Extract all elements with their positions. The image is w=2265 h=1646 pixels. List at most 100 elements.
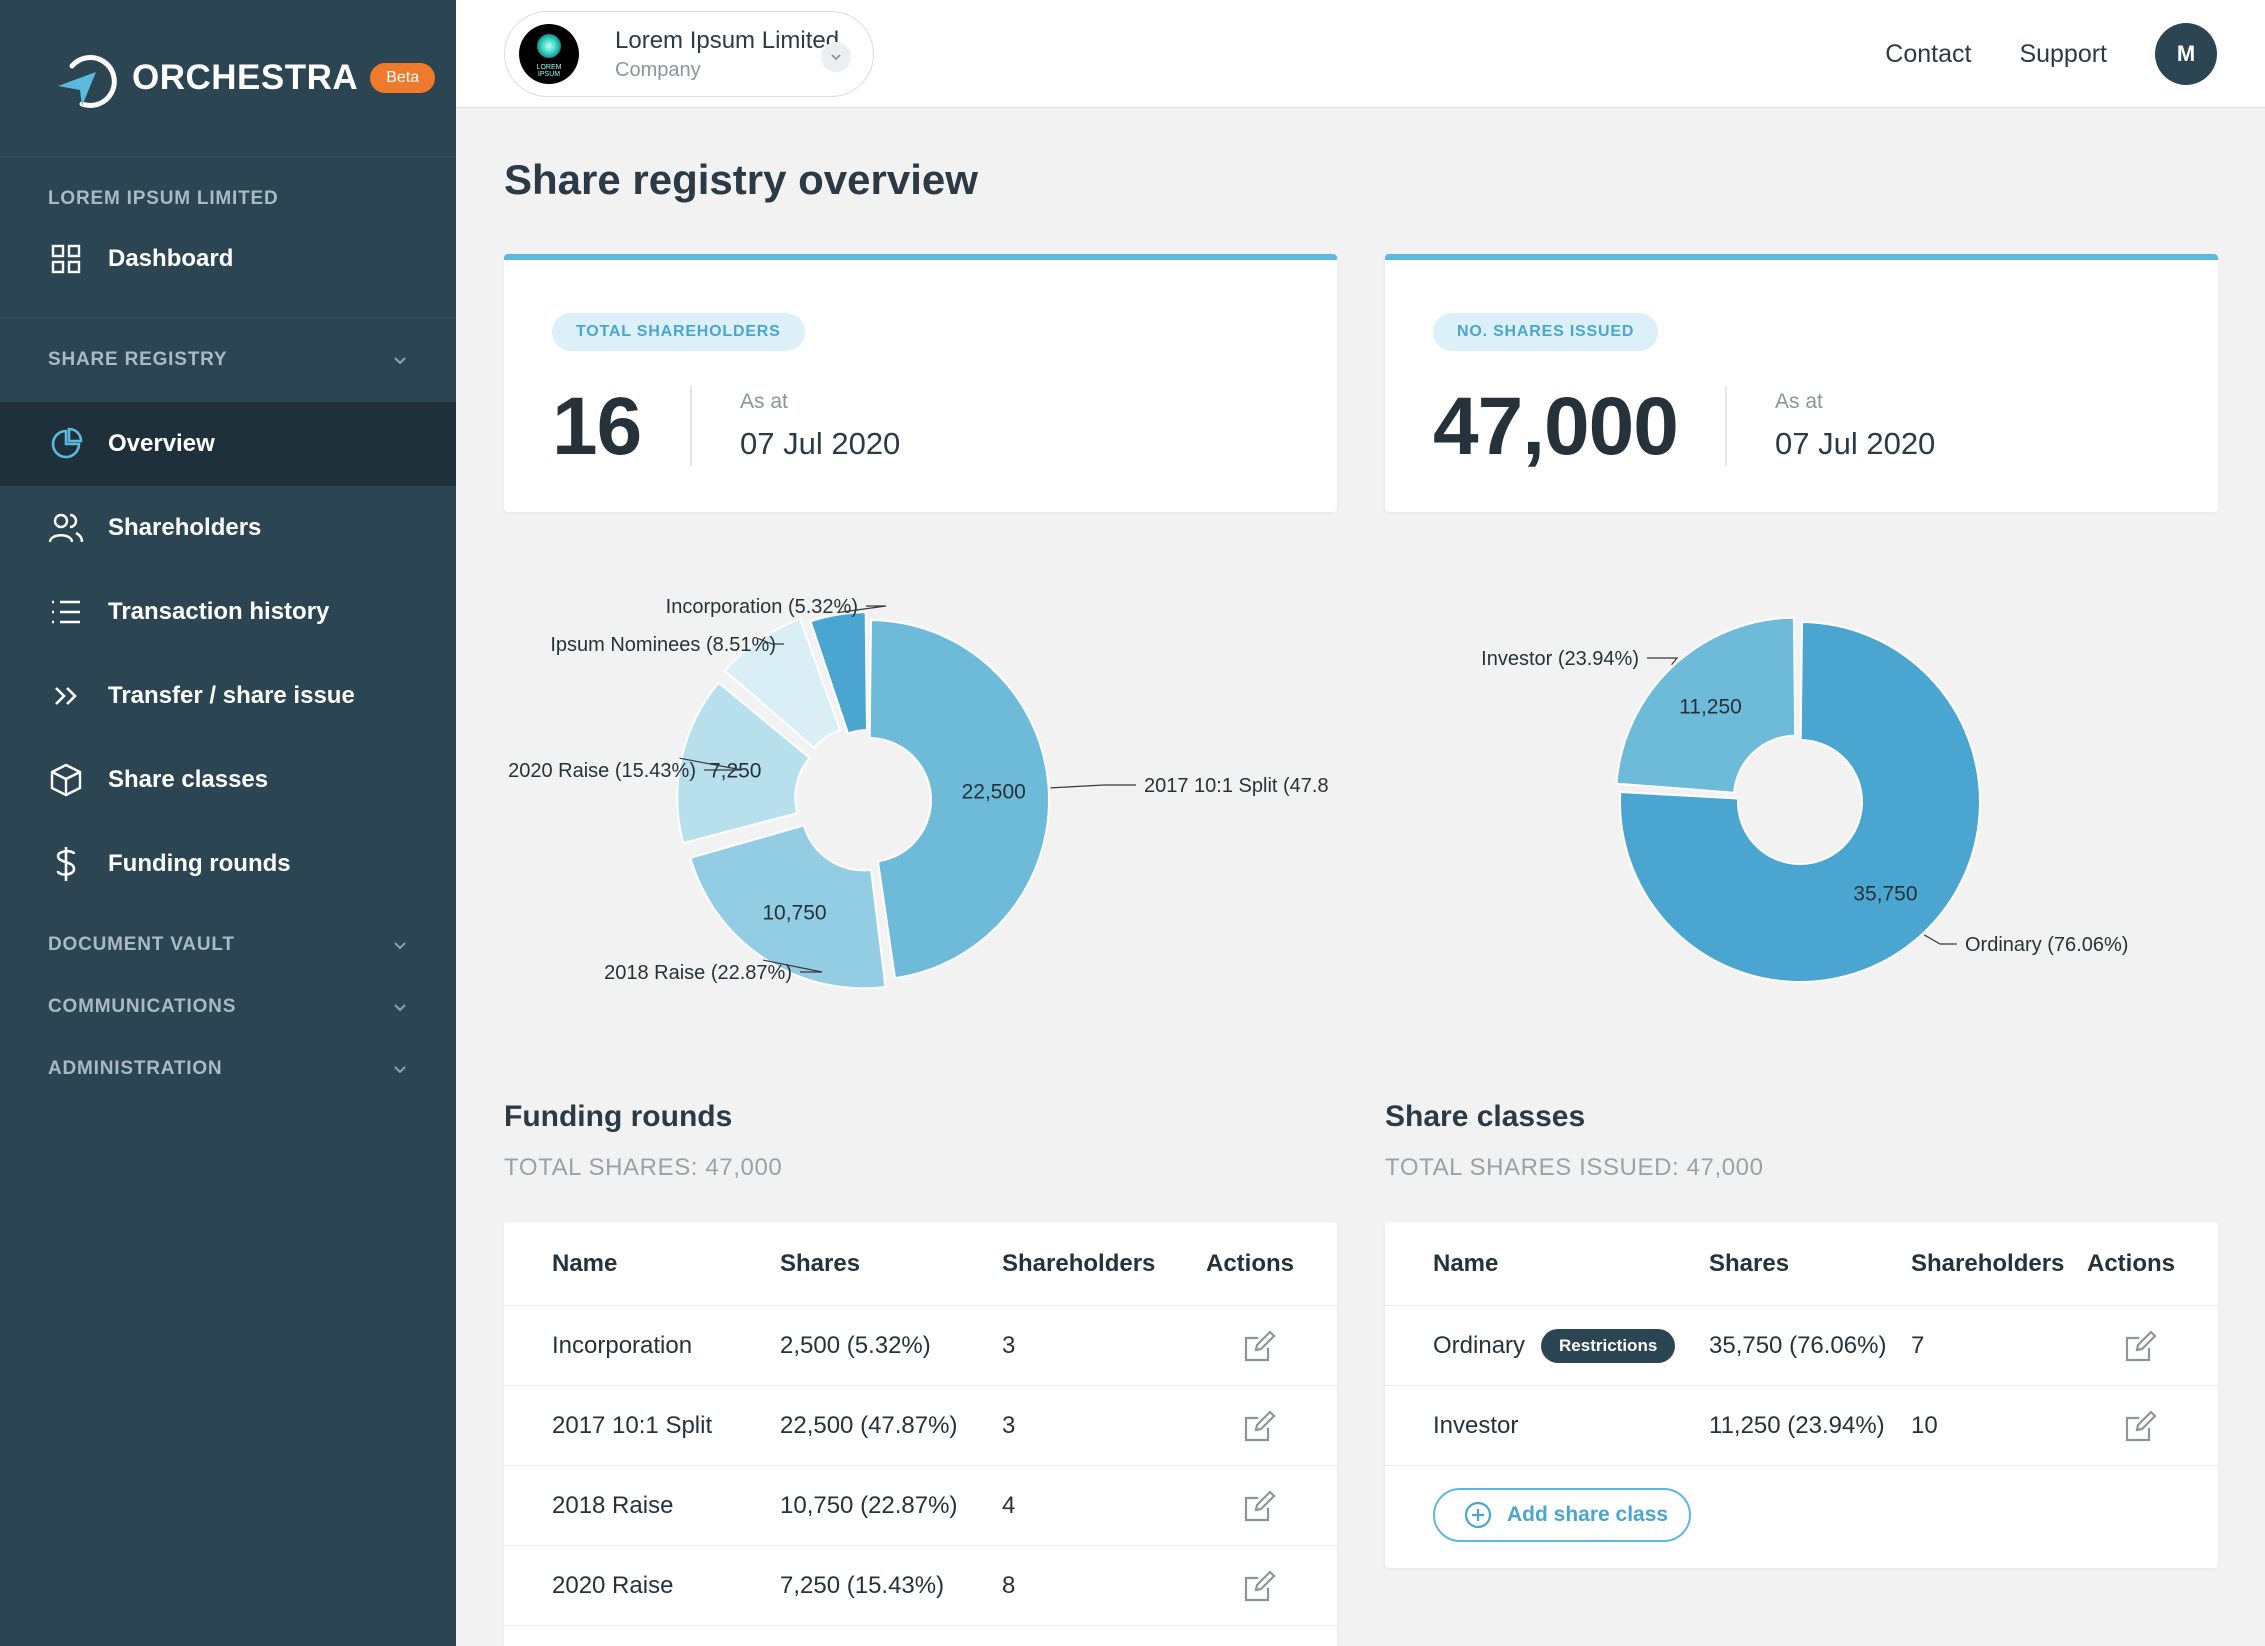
class-name: Investor	[1433, 1411, 1519, 1439]
shares-issued-card: NO. SHARES ISSUED 47,000 As at 07 Jul 20…	[1385, 254, 2218, 512]
table-row: 2017 10:1 Split 22,500 (47.87%) 3	[504, 1386, 1337, 1466]
company-logo: LOREM IPSUM	[519, 24, 579, 84]
slice-2017-10-1-split[interactable]	[868, 618, 1050, 980]
stat-asat-label: As at	[1775, 390, 1823, 413]
topbar: LOREM IPSUM Lorem Ipsum Limited Company …	[456, 0, 2265, 108]
table-row: 2020 Raise 7,250 (15.43%) 8	[504, 1546, 1337, 1626]
callout-line	[762, 959, 823, 973]
sidebar-item-transfer[interactable]: Transfer / share issue	[0, 654, 456, 738]
company-section-label: LOREM IPSUM LIMITED	[48, 188, 279, 209]
slice-2018-raise[interactable]	[689, 824, 887, 990]
table-header: Name Shares Shareholders Actions	[504, 1222, 1337, 1306]
share-registry-toggle[interactable]: SHARE REGISTRY	[0, 318, 456, 402]
sidebar-item-share-classes[interactable]: Share classes	[0, 738, 456, 822]
stat-divider	[1725, 386, 1727, 466]
funding-rounds-donut: 22,500 2017 10:1 Split (47.8 10,750 2018 Ra…	[508, 596, 1329, 990]
stat-label: TOTAL SHAREHOLDERS	[552, 313, 805, 351]
sidebar-item-label: Transaction history	[108, 598, 330, 625]
sidebar-item-label: Share classes	[108, 766, 269, 793]
callout-label: Incorporation (5.32%)	[666, 596, 858, 618]
plus-circle-icon	[1464, 1501, 1492, 1529]
stat-value: 47,000	[1433, 381, 1679, 472]
slice-investor[interactable]	[1615, 616, 1797, 794]
callout-line	[837, 605, 887, 614]
callout-label: 2020 Raise (15.43%)	[508, 760, 696, 782]
company-selector[interactable]: LOREM IPSUM Lorem Ipsum Limited Company	[504, 11, 874, 97]
sidebar-item-label: Overview	[108, 430, 215, 457]
callout-label: 2017 10:1 Split (47.8	[1144, 775, 1329, 797]
slice-value-label: 11,250	[1679, 695, 1742, 718]
slice-incorporation[interactable]	[809, 611, 868, 735]
class-name: Ordinary	[1433, 1331, 1526, 1359]
edit-icon[interactable]	[2123, 1328, 2159, 1364]
callout-line	[1647, 657, 1679, 666]
beta-badge: Beta	[370, 63, 436, 93]
list-icon	[48, 594, 84, 630]
share-classes-chart: 35,750 Ordinary (76.06%) 11,250 Investor (2…	[1385, 570, 2218, 1010]
dollar-icon	[48, 846, 84, 882]
sidebar-item-label: Funding rounds	[108, 850, 291, 877]
document-vault-toggle[interactable]: DOCUMENT VAULT	[0, 914, 456, 976]
sidebar-item-label: Transfer / share issue	[108, 682, 355, 709]
brand[interactable]: ORCHESTRA Beta	[0, 0, 456, 157]
stat-value: 16	[552, 381, 642, 472]
table-row: Ordinary Restrictions 35,750 (76.06%) 7	[1385, 1306, 2218, 1386]
chevron-down-icon[interactable]	[821, 42, 851, 72]
slice-value-label: 22,500	[962, 781, 1026, 804]
avatar[interactable]: M	[2155, 23, 2217, 85]
pie-chart-icon	[48, 426, 84, 462]
callout-line	[1050, 784, 1136, 789]
chevron-down-icon	[394, 942, 406, 950]
brand-name: ORCHESTRA	[132, 58, 359, 97]
table-row: Investor 11,250 (23.94%) 10	[1385, 1386, 2218, 1466]
sidebar-divider	[0, 317, 456, 318]
sidebar: ORCHESTRA Beta LOREM IPSUM LIMITED Dashb…	[0, 0, 456, 1646]
edit-icon[interactable]	[1242, 1568, 1278, 1604]
funding-rounds-title: Funding rounds	[504, 1100, 733, 1133]
support-link[interactable]: Support	[2019, 39, 2107, 68]
grid-icon	[48, 241, 84, 277]
sidebar-item-shareholders[interactable]: Shareholders	[0, 486, 456, 570]
total-shareholders-card: TOTAL SHAREHOLDERS 16 As at 07 Jul 2020	[504, 254, 1337, 512]
table-row: Incorporation 2,500 (5.32%) 3	[504, 1306, 1337, 1386]
edit-icon[interactable]	[1242, 1408, 1278, 1444]
stat-divider	[690, 386, 692, 466]
funding-rounds-chart: 22,500 2017 10:1 Split (47.8 10,750 2018 Ra…	[504, 570, 1337, 1010]
restrictions-badge[interactable]: Restrictions	[1541, 1328, 1676, 1363]
share-classes-title: Share classes	[1385, 1100, 1586, 1133]
callout-label: 2018 Raise (22.87%)	[604, 962, 792, 984]
users-icon	[48, 510, 84, 546]
callout-line	[1924, 934, 1957, 945]
share-classes-donut: 35,750 Ordinary (76.06%) 11,250 Investor (2…	[1481, 616, 2128, 983]
slice-value-label: 35,750	[1853, 882, 1917, 905]
callout-label: Investor (23.94%)	[1481, 648, 1639, 670]
communications-toggle[interactable]: COMMUNICATIONS	[0, 976, 456, 1038]
edit-icon[interactable]	[1242, 1488, 1278, 1524]
sidebar-item-funding-rounds[interactable]: Funding rounds	[0, 822, 456, 906]
slice-2020-raise[interactable]	[676, 681, 811, 845]
share-classes-table: Name Shares Shareholders Actions Ordinar…	[1385, 1222, 2218, 1568]
page-title: Share registry overview	[504, 156, 978, 203]
funding-rounds-subtitle: TOTAL SHARES: 47,000	[504, 1154, 783, 1181]
sidebar-item-dashboard[interactable]: Dashboard	[0, 223, 456, 295]
add-share-class-button[interactable]: Add share class	[1433, 1488, 1691, 1542]
edit-icon[interactable]	[2123, 1408, 2159, 1444]
callout-label: Ordinary (76.06%)	[1965, 934, 2128, 956]
sidebar-item-overview[interactable]: Overview	[0, 402, 456, 486]
sidebar-item-label: Dashboard	[108, 245, 234, 272]
administration-toggle[interactable]: ADMINISTRATION	[0, 1038, 456, 1100]
callout-line	[757, 637, 784, 645]
slice-ipsum-nominees[interactable]	[723, 617, 842, 750]
contact-link[interactable]: Contact	[1885, 39, 1972, 68]
edit-icon[interactable]	[1242, 1328, 1278, 1364]
double-chevron-right-icon	[48, 678, 84, 714]
slice-ordinary[interactable]	[1619, 620, 1981, 983]
cube-icon	[48, 762, 84, 798]
company-name: Lorem Ipsum Limited	[615, 26, 840, 54]
funding-rounds-table: Name Shares Shareholders Actions Incorpo…	[504, 1222, 1337, 1646]
sidebar-item-transaction-history[interactable]: Transaction history	[0, 570, 456, 654]
orchestra-logo-icon	[58, 55, 117, 108]
stat-date: 07 Jul 2020	[1775, 426, 1936, 461]
slice-value-label: 10,750	[762, 902, 826, 925]
table-header: Name Shares Shareholders Actions	[1385, 1222, 2218, 1306]
